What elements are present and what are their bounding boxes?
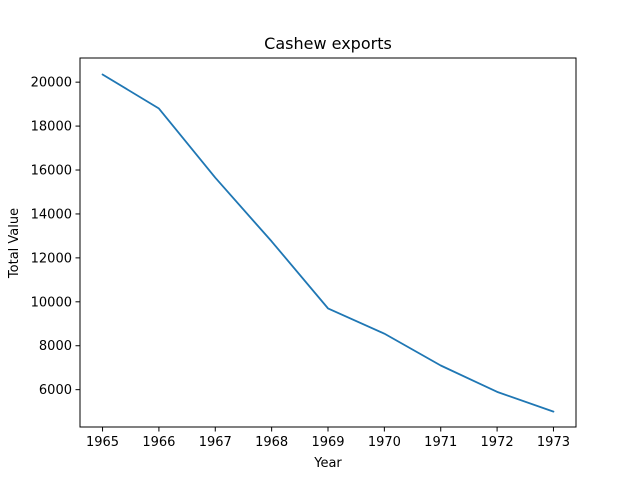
- y-tick-label-6: 18000: [31, 120, 72, 135]
- x-tick-label-2: 1967: [199, 435, 232, 450]
- y-tick-label-4: 14000: [31, 207, 72, 222]
- y-tick-label-1: 8000: [39, 339, 72, 354]
- y-tick-label-2: 10000: [31, 295, 72, 310]
- y-tick-label-7: 20000: [31, 76, 72, 91]
- x-tick-label-6: 1971: [424, 435, 457, 450]
- x-tick-label-4: 1969: [311, 435, 344, 450]
- x-tick-label-8: 1973: [537, 435, 570, 450]
- chart-title: Cashew exports: [264, 34, 392, 53]
- x-tick-label-0: 1965: [86, 435, 119, 450]
- series-line-0: [101, 73, 555, 413]
- x-axis-label: Year: [313, 456, 342, 471]
- x-tick-label-1: 1966: [142, 435, 175, 450]
- plot-area: 1965 1966 1967 1968 1969 1970 1971 1972 1973 6000…: [31, 57, 577, 450]
- y-tick-label-3: 12000: [31, 251, 72, 266]
- y-tick-label-5: 16000: [31, 164, 72, 179]
- plot-frame: [79, 57, 577, 428]
- y-axis-label: Total Value: [7, 208, 22, 279]
- y-tick-label-0: 6000: [39, 383, 72, 398]
- x-tick-label-3: 1968: [255, 435, 288, 450]
- x-tick-label-7: 1972: [481, 435, 514, 450]
- x-tick-label-5: 1970: [368, 435, 401, 450]
